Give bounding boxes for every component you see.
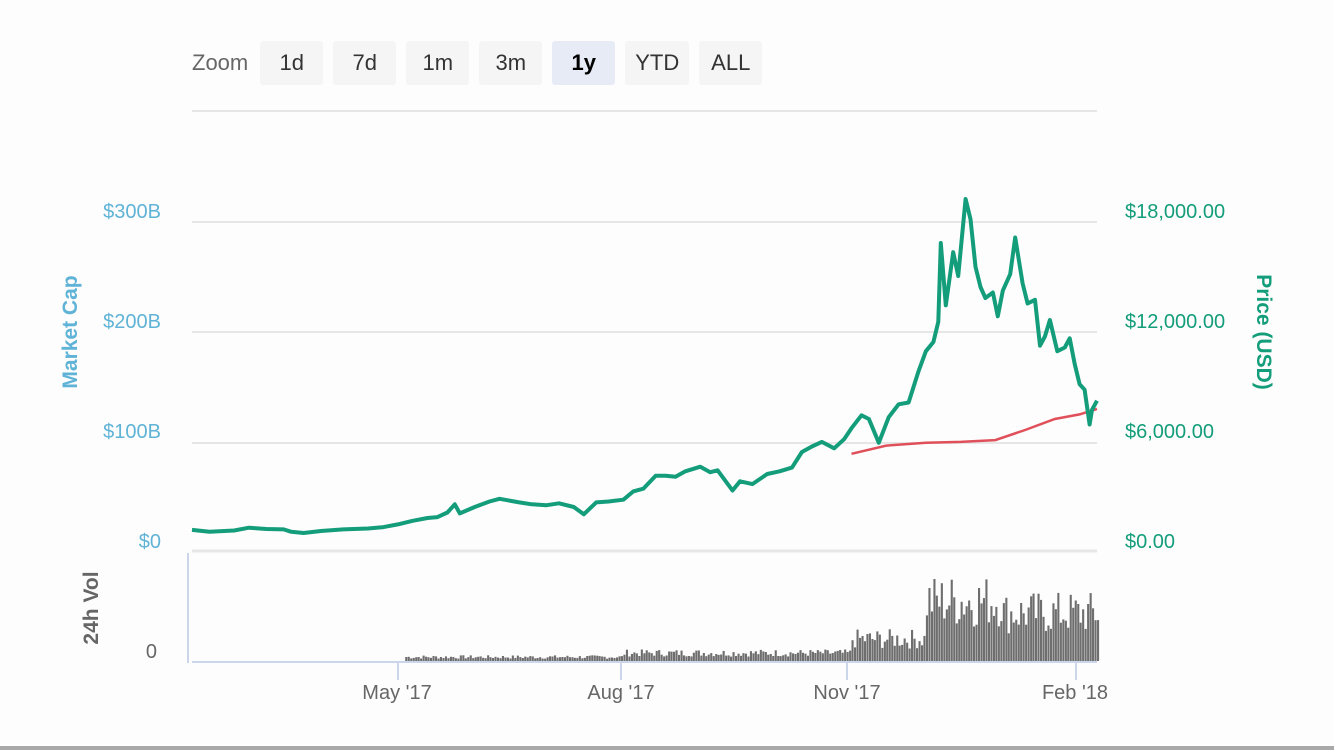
market-cap-tick-200b: $200B	[103, 311, 161, 333]
volume-axis-title: 24h Vol	[80, 571, 103, 644]
zoom-all-button[interactable]: ALL	[699, 41, 763, 85]
volume-tick-0: 0	[146, 641, 157, 663]
x-axis: May '17 Aug '17 Nov '17 Feb '18	[362, 662, 1108, 704]
price-tick-18000: $18,000.00	[1125, 201, 1225, 223]
bottom-divider	[0, 746, 1334, 750]
price-tick-6000: $6,000.00	[1125, 421, 1214, 443]
market-cap-tick-300b: $300B	[103, 201, 161, 223]
price-tick-12000: $12,000.00	[1125, 311, 1225, 333]
price-tick-0: $0.00	[1125, 531, 1175, 553]
zoom-1d-button[interactable]: 1d	[260, 41, 324, 85]
zoom-range-selector: Zoom 1d 7d 1m 3m 1y YTD ALL	[192, 41, 772, 85]
market-cap-tick-100b: $100B	[103, 421, 161, 443]
market-cap-tick-0: $0	[139, 531, 161, 553]
zoom-1y-button[interactable]: 1y	[552, 41, 616, 85]
market-cap-axis-title: Market Cap	[59, 275, 82, 388]
zoom-label: Zoom	[192, 50, 249, 75]
x-tick-may-17: May '17	[362, 682, 431, 704]
price-axis: $0.00 $6,000.00 $12,000.00 $18,000.00 Pr…	[1125, 201, 1275, 553]
market-cap-axis: $0 $100B $200B $300B Market Cap	[59, 201, 161, 553]
zoom-7d-button[interactable]: 7d	[333, 41, 397, 85]
x-tick-aug-17: Aug '17	[587, 682, 654, 704]
zoom-ytd-button[interactable]: YTD	[625, 41, 690, 85]
zoom-1m-button[interactable]: 1m	[406, 41, 470, 85]
volume-panel: 0 24h Vol	[80, 553, 1100, 663]
x-tick-nov-17: Nov '17	[813, 682, 880, 704]
x-tick-feb-18: Feb '18	[1042, 682, 1108, 704]
moving-average-line	[851, 407, 1098, 456]
gridlines	[192, 110, 1097, 553]
volume-bars	[405, 579, 1100, 661]
price-axis-title: Price (USD)	[1252, 274, 1275, 390]
zoom-3m-button[interactable]: 3m	[479, 41, 543, 85]
price-line[interactable]	[191, 197, 1099, 535]
